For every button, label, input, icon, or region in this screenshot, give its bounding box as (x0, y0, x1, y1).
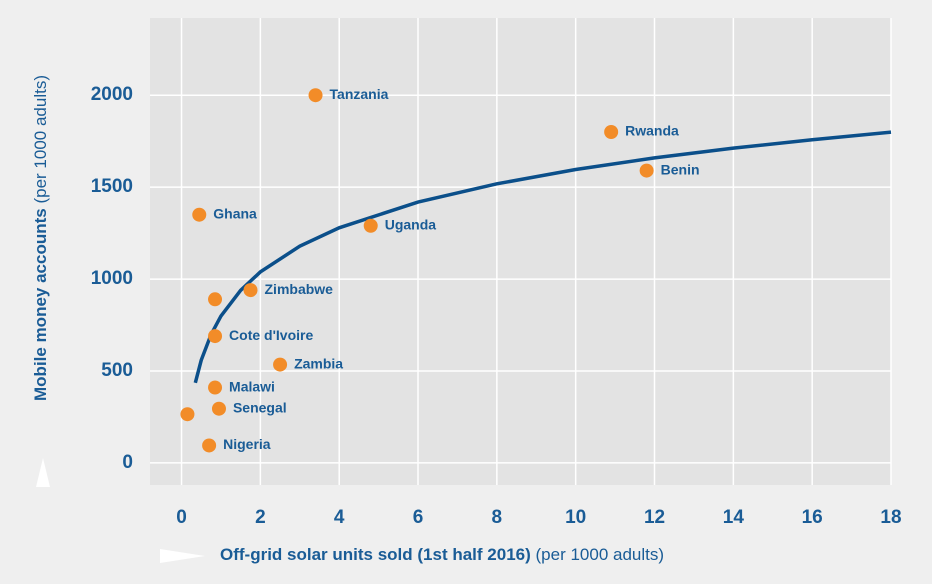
x-tick-label: 16 (802, 507, 823, 528)
x-tick-label: 12 (644, 507, 665, 528)
point-label: Tanzania (330, 86, 389, 102)
x-arrow (160, 549, 205, 563)
x-tick-label: 14 (723, 507, 745, 528)
point-label: Benin (661, 161, 700, 177)
y-tick-label: 1000 (91, 268, 133, 289)
point-label: Senegal (233, 399, 287, 415)
y-arrow (36, 458, 50, 487)
y-tick-label: 0 (122, 452, 133, 473)
trend-line (193, 130, 892, 384)
point (639, 163, 654, 178)
x-tick-label: 2 (255, 507, 266, 528)
point (243, 283, 258, 298)
x-unit: (per 1000 adults) (536, 545, 665, 564)
x-tick-label: 6 (413, 507, 424, 528)
point-label: Cote d'Ivoire (229, 327, 313, 343)
x-tick-label: 0 (176, 507, 187, 528)
point (202, 438, 217, 453)
point-label: Nigeria (223, 436, 271, 452)
y-unit: (per 1000 adults) (31, 75, 50, 204)
x-tick-label: 4 (334, 507, 345, 528)
point-label: Malawi (229, 378, 275, 394)
point (208, 329, 223, 344)
point (604, 124, 619, 139)
point-label: Ghana (213, 205, 257, 221)
point-label: Uganda (385, 216, 437, 232)
point (208, 292, 223, 307)
y-tick-label: 2000 (91, 84, 133, 105)
point (192, 207, 207, 222)
x-tick-label: 10 (565, 507, 586, 528)
point (208, 380, 223, 395)
x-axis-label: Off-grid solar units sold (1st half 2016… (220, 545, 664, 564)
y-tick-label: 500 (101, 360, 133, 381)
x-label: Off-grid solar units sold (1st half 2016… (220, 545, 531, 564)
point-label: Zambia (294, 355, 343, 371)
point (180, 407, 195, 422)
x-tick-label: 8 (492, 507, 503, 528)
point (363, 218, 378, 233)
y-axis-label: Mobile money accounts (per 1000 adults) (31, 75, 50, 401)
point-label: Zimbabwe (265, 281, 334, 297)
y-label: Mobile money accounts (31, 208, 50, 401)
point (308, 88, 323, 103)
point-label: Rwanda (625, 123, 679, 139)
x-tick-label: 18 (880, 507, 901, 528)
point (273, 357, 288, 372)
point (211, 401, 226, 416)
y-tick-label: 1500 (91, 176, 133, 197)
